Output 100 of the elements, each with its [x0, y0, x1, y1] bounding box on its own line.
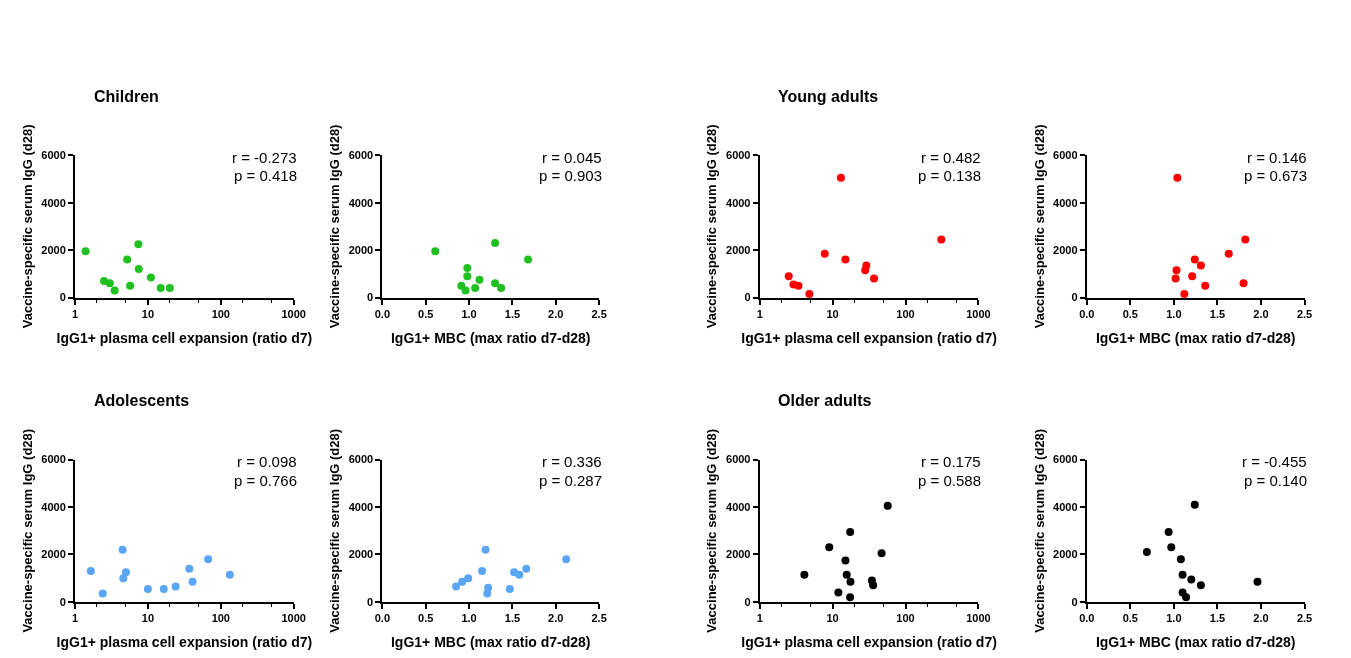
x-axis-title: IgG1+ MBC (max ratio d7-d28)	[1095, 329, 1296, 346]
y-axis-title: Vaccine-specific serum IgG (d28)	[1031, 428, 1047, 633]
x-axis-title: IgG1+ MBC (max ratio d7-d28)	[1095, 633, 1296, 650]
x-tick-label: 1	[71, 307, 79, 320]
y-tick-label: 0	[59, 595, 66, 608]
point	[1171, 274, 1180, 283]
point	[1253, 577, 1262, 586]
annotation: p = 0.903	[539, 167, 602, 184]
point	[1182, 593, 1191, 602]
x-tick-label: 0.0	[1079, 307, 1095, 320]
point	[458, 577, 467, 586]
x-tick-label: 1.0	[461, 612, 477, 625]
x-tick-label: 2.5	[1296, 307, 1313, 320]
point	[505, 584, 514, 593]
annotation: r = 0.175	[921, 453, 981, 470]
y-tick-label: 4000	[41, 196, 66, 209]
annotation: r = 0.482	[921, 149, 981, 166]
x-tick-label: 100	[211, 612, 230, 625]
y-tick-label: 0	[59, 291, 66, 304]
x-tick-label: 100	[896, 612, 915, 625]
y-tick-label: 6000	[726, 149, 751, 162]
point	[463, 263, 472, 272]
x-tick-label: 0.5	[418, 307, 434, 320]
point	[1173, 173, 1182, 182]
point	[475, 275, 484, 284]
point	[1142, 548, 1151, 557]
x-axis-title: IgG1+ plasma cell expansion (ratio d7)	[741, 329, 997, 346]
y-tick-label: 4000	[348, 500, 374, 513]
x-tick-label: 1000	[281, 307, 306, 320]
x-tick-label: 0.5	[1122, 307, 1138, 320]
point	[471, 284, 480, 293]
point	[515, 570, 524, 579]
y-axis-title: Vaccine-specific serum IgG (d28)	[1031, 124, 1047, 329]
point	[491, 239, 500, 248]
x-tick-label: 2.0	[1253, 612, 1269, 625]
point	[1239, 279, 1248, 288]
annotation: p = 0.766	[234, 472, 297, 489]
point	[464, 574, 473, 583]
x-tick-label: 0.0	[374, 307, 391, 320]
y-tick-label: 6000	[348, 149, 374, 162]
y-axis-title: Vaccine-specific serum IgG (d28)	[327, 428, 343, 633]
x-tick-label: 1	[756, 307, 763, 320]
x-tick-label: 10	[141, 612, 155, 625]
x-tick-label: 100	[211, 307, 230, 320]
x-tick-label: 2.5	[1296, 612, 1313, 625]
x-tick-label: 2.0	[548, 307, 564, 320]
point	[481, 545, 490, 554]
annotation: p = 0.418	[234, 167, 297, 184]
x-tick-label: 2.0	[1253, 307, 1269, 320]
annotation: r = 0.098	[237, 453, 297, 470]
x-tick-label: 2.0	[548, 612, 564, 625]
chart-title: Older adults	[778, 392, 872, 409]
y-tick-label: 0	[1071, 291, 1078, 304]
point	[1180, 290, 1189, 299]
point	[457, 281, 466, 290]
x-tick-label: 1	[71, 612, 79, 625]
point	[497, 284, 506, 293]
x-tick-label: 1.0	[1166, 612, 1182, 625]
x-tick-label: 1.5	[1209, 612, 1226, 625]
x-axis-title: IgG1+ plasma cell expansion (ratio d7)	[741, 633, 997, 650]
x-tick-label: 1.0	[1166, 307, 1182, 320]
point	[1190, 500, 1199, 509]
point	[452, 582, 461, 591]
chart-title: Children	[94, 88, 159, 105]
x-tick-label: 1.5	[504, 307, 521, 320]
point	[431, 247, 440, 256]
y-tick-label: 0	[1071, 595, 1078, 608]
y-tick-label: 0	[744, 595, 751, 608]
annotation: p = 0.287	[539, 472, 602, 489]
point	[1167, 543, 1176, 552]
x-axis-title: IgG1+ plasma cell expansion (ratio d7)	[56, 633, 313, 650]
y-axis-title: Vaccine-specific serum IgG (d28)	[327, 124, 343, 329]
x-tick-label: 10	[141, 307, 155, 320]
point	[478, 567, 487, 576]
point	[1241, 235, 1250, 244]
x-axis-title: IgG1+ MBC (max ratio d7-d28)	[390, 329, 591, 346]
point	[524, 255, 533, 264]
point	[1176, 555, 1185, 564]
y-tick-label: 6000	[41, 149, 66, 162]
x-tick-label: 0.0	[374, 612, 391, 625]
x-tick-label: 0.5	[418, 612, 434, 625]
y-tick-label: 4000	[41, 500, 66, 513]
annotation: r = 0.336	[542, 453, 602, 470]
point	[463, 272, 472, 281]
x-tick-label: 2.5	[591, 307, 607, 320]
x-tick-label: 0.0	[1079, 612, 1095, 625]
y-tick-label: 6000	[1053, 149, 1078, 162]
x-tick-label: 1	[756, 612, 763, 625]
annotation: r = -0.273	[232, 149, 297, 166]
y-tick-label: 0	[367, 595, 374, 608]
point	[1196, 261, 1205, 270]
x-tick-label: 2.5	[591, 612, 607, 625]
y-axis-title: Vaccine-specific serum IgG (d28)	[19, 124, 35, 329]
y-tick-label: 2000	[348, 243, 374, 256]
y-tick-label: 4000	[1053, 196, 1078, 209]
x-tick-label: 1000	[966, 612, 991, 625]
y-tick-label: 4000	[726, 500, 751, 513]
chart-title: Adolescents	[94, 392, 190, 409]
y-tick-label: 2000	[41, 548, 66, 561]
annotation: p = 0.588	[918, 472, 981, 489]
